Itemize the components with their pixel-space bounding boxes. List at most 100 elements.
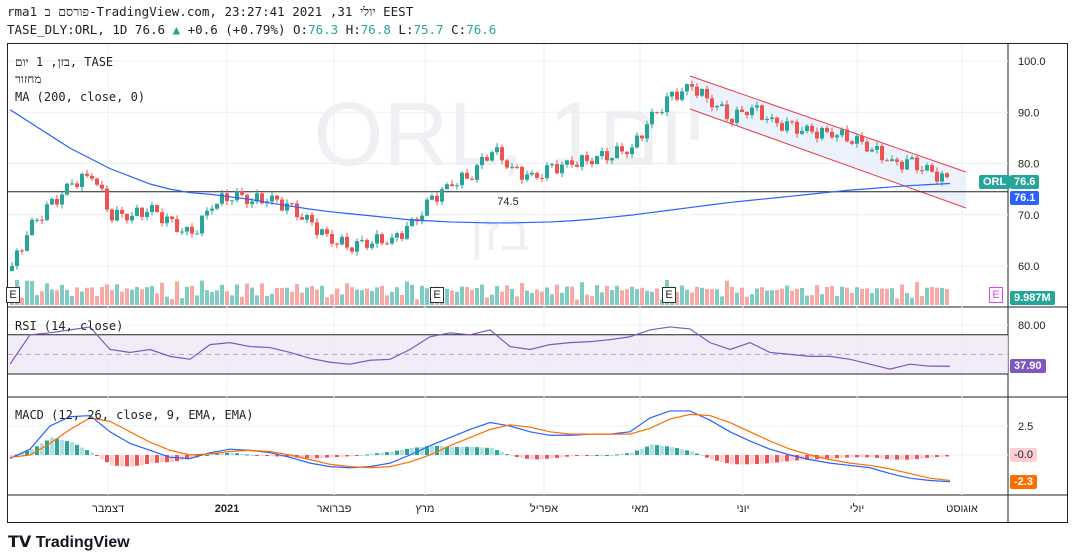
volume-bar xyxy=(230,295,234,305)
candle xyxy=(870,149,874,152)
candle xyxy=(490,152,494,161)
volume-bar xyxy=(735,292,739,305)
candle xyxy=(800,130,804,134)
earnings-icon[interactable]: E xyxy=(989,287,1003,303)
candle xyxy=(485,157,489,161)
macd-histogram-bar xyxy=(925,455,929,458)
volume-bar xyxy=(675,292,679,305)
candle xyxy=(730,118,734,123)
volume-bar xyxy=(495,286,499,305)
candle xyxy=(360,239,364,242)
volume-bar xyxy=(630,286,634,305)
macd-histogram-bar xyxy=(365,454,369,456)
volume-bar xyxy=(650,291,654,305)
macd-histogram-bar xyxy=(655,445,659,455)
candle xyxy=(795,121,799,134)
volume-bar xyxy=(820,294,824,305)
volume-bar xyxy=(545,287,549,305)
macd-histogram-bar xyxy=(400,449,404,455)
candle xyxy=(630,147,634,155)
macd-histogram-bar xyxy=(630,452,634,455)
earnings-icon[interactable]: E xyxy=(662,287,676,303)
candle xyxy=(865,141,869,152)
candle xyxy=(25,235,29,251)
candle xyxy=(135,207,139,216)
symbol-label: TASE_DLY:ORL, 1D 76.6 xyxy=(7,22,166,37)
macd-histogram-bar xyxy=(345,455,349,457)
candle xyxy=(75,183,79,188)
volume-bar xyxy=(55,290,59,305)
macd-histogram-bar xyxy=(785,455,789,462)
candle xyxy=(470,178,474,180)
earnings-icon[interactable]: E xyxy=(6,287,20,303)
macd-histogram-bar xyxy=(810,455,814,460)
candle xyxy=(945,173,949,178)
volume-bar xyxy=(185,286,189,305)
macd-histogram-bar xyxy=(645,446,649,455)
volume-bar xyxy=(550,294,554,305)
macd-histogram-bar xyxy=(115,455,119,466)
macd-histogram-bar xyxy=(455,446,459,455)
tv-logo-icon: 𝗧𝗩 xyxy=(8,534,36,551)
candle xyxy=(825,127,829,132)
chart-frame[interactable] xyxy=(7,43,1068,523)
volume-bar xyxy=(450,290,454,305)
macd-histogram-bar xyxy=(690,451,694,455)
macd-histogram-bar xyxy=(585,455,589,456)
macd-histogram-bar xyxy=(65,441,69,455)
candle xyxy=(375,234,379,244)
macd-histogram-bar xyxy=(505,454,509,456)
macd-histogram-bar xyxy=(520,455,524,458)
line-annotation: 74.5 xyxy=(497,196,518,208)
candle xyxy=(810,125,814,132)
macd-histogram-bar xyxy=(155,455,159,463)
channel-upper xyxy=(689,75,967,173)
earnings-icon[interactable]: E xyxy=(430,287,444,303)
volume-bar xyxy=(270,293,274,305)
volume-bar xyxy=(110,290,114,305)
macd-histogram-bar xyxy=(820,455,824,460)
candle xyxy=(300,217,304,220)
candle xyxy=(670,91,674,97)
macd-histogram-bar xyxy=(885,455,889,460)
volume-bar xyxy=(190,285,194,305)
candle xyxy=(65,183,69,195)
x-tick-label: מרץ xyxy=(415,503,435,515)
macd-histogram-bar xyxy=(90,452,94,455)
macd-histogram-bar xyxy=(900,455,904,460)
candle xyxy=(890,159,894,162)
volume-bar xyxy=(30,280,34,305)
candle xyxy=(175,219,179,233)
macd-histogram-bar xyxy=(670,446,674,455)
candle xyxy=(585,155,589,161)
volume-bar xyxy=(860,288,864,305)
candle xyxy=(925,165,929,171)
macd-histogram-bar xyxy=(10,455,14,457)
candle xyxy=(350,247,354,252)
macd-histogram-bar xyxy=(765,455,769,464)
publish-info: rma1 פורסם ב-TradingView.com, יולי 31, 2… xyxy=(7,4,414,19)
volume-bar xyxy=(240,296,244,305)
macd-histogram-bar xyxy=(350,455,354,457)
volume-bar xyxy=(520,283,524,305)
volume-bar xyxy=(840,286,844,305)
candle xyxy=(775,117,779,124)
volume-bar xyxy=(680,285,684,305)
macd-histogram-bar xyxy=(435,446,439,455)
volume-bar xyxy=(900,284,904,305)
candle xyxy=(215,203,219,209)
volume-bar xyxy=(540,291,544,305)
macd-histogram-bar xyxy=(170,455,174,462)
x-tick-label: מאי xyxy=(631,503,649,515)
tradingview-logo[interactable]: 𝗧𝗩 TradingView xyxy=(8,532,130,552)
macd-histogram-bar xyxy=(355,455,359,456)
x-tick-label: יוני xyxy=(736,503,750,515)
macd-histogram-bar xyxy=(245,454,249,456)
candle xyxy=(900,161,904,170)
volume-bar xyxy=(800,288,804,305)
change: +0.6 (+0.79%) xyxy=(187,22,286,37)
macd-histogram-bar xyxy=(445,446,449,455)
volume-bar xyxy=(480,284,484,305)
candle xyxy=(180,231,184,233)
